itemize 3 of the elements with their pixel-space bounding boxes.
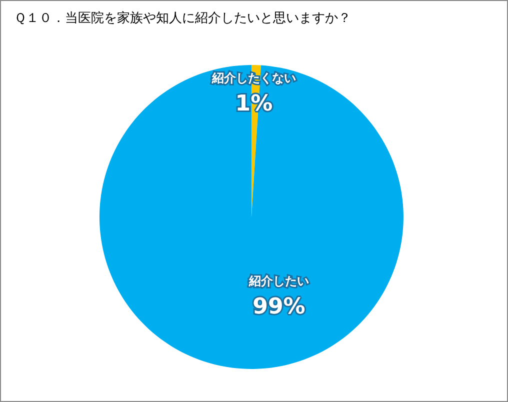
slice-label: 紹介したい [248,274,309,288]
chart-title: Ｑ１０．当医院を家族や知人に紹介したいと思いますか？ [14,10,351,26]
data-label: 99% [252,294,306,320]
